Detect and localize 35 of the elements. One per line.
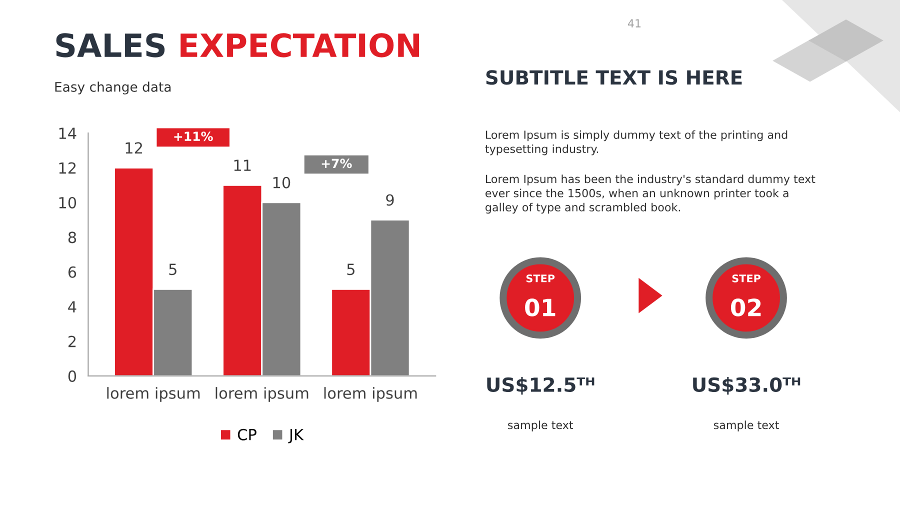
y-tick-label: 14 [59, 128, 76, 139]
text: 01 [525, 298, 556, 316]
data-label: 5 [347, 264, 354, 276]
data-label: 11 [234, 160, 251, 171]
data-label: 10 [273, 176, 290, 188]
annotation: +11% [174, 132, 213, 142]
data-label: 9 [386, 194, 394, 206]
text: sample text [508, 420, 574, 432]
text: US$33.0ᵀᴴ [693, 376, 800, 395]
text: 41 [628, 19, 641, 28]
text: STEP [732, 274, 761, 282]
x-tick-label: lorem ipsum [216, 387, 308, 402]
chart-subtitle: Easy change data [55, 82, 171, 94]
x-tick-label: lorem ipsum [107, 387, 200, 402]
y-tick-label: 4 [68, 301, 76, 312]
text: SUBTITLE TEXT IS HERE [486, 70, 742, 85]
y-tick-label: 10 [59, 196, 76, 208]
data-label: 12 [126, 142, 142, 154]
chart-title: SALES EXPECTATION [56, 33, 419, 58]
y-tick-label: 0 [68, 370, 76, 382]
y-tick-label: 8 [68, 232, 76, 244]
y-tick-label: 12 [59, 162, 76, 174]
legend-label: CP [238, 428, 256, 440]
x-tick-label: lorem ipsum [324, 387, 417, 402]
y-tick-label: 2 [68, 336, 76, 348]
text: 02 [730, 298, 761, 316]
text: US$12.5ᵀᴴ [487, 376, 594, 395]
legend-label: JK [288, 429, 304, 444]
text: Lorem Ipsum is simply dummy text of the printing and typesetting industry. [485, 130, 788, 156]
annotation: +7% [322, 158, 352, 168]
text: Lorem Ipsum has been the industry's standard dummy text ever since the 1500s, when an unknown printer took a galley of type and scrambled book. [486, 174, 816, 214]
text: sample text [714, 420, 779, 432]
y-tick-label: 6 [68, 266, 76, 278]
text: STEP [526, 274, 555, 282]
data-label: 5 [169, 264, 176, 276]
